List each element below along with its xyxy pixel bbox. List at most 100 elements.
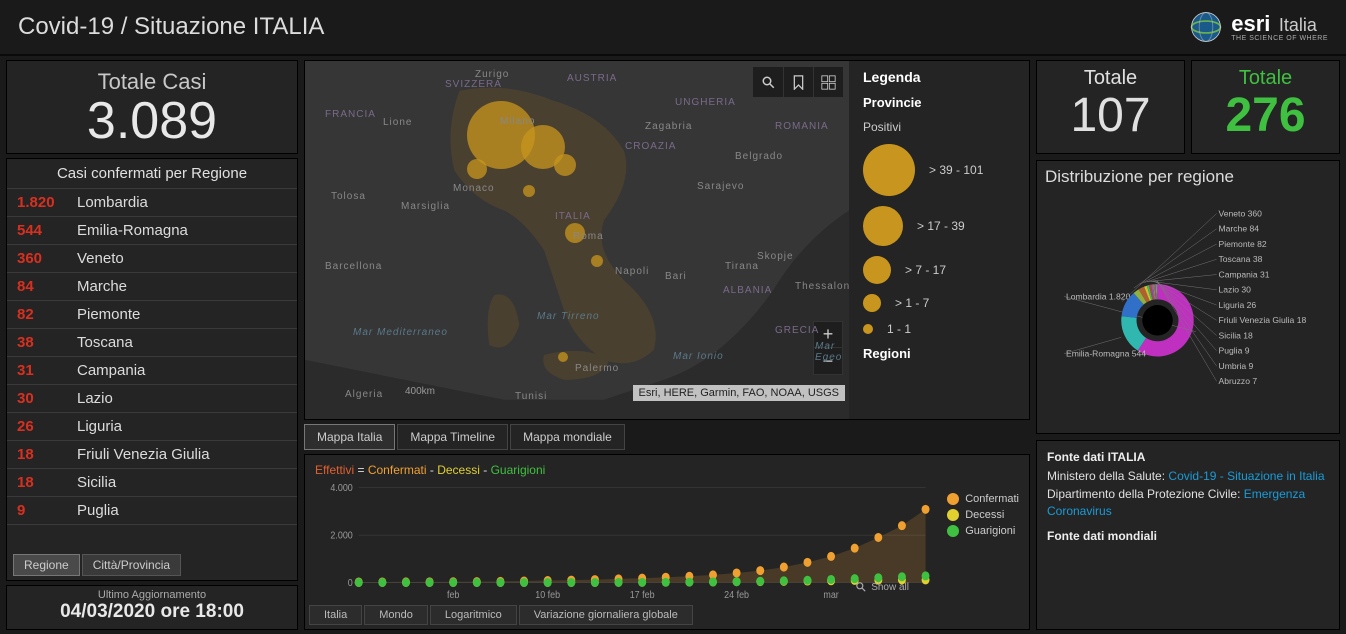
search-icon[interactable]	[753, 67, 783, 97]
map-label: Skopje	[757, 251, 794, 262]
region-name: Emilia-Romagna	[77, 222, 188, 239]
stat-a-panel: Totale 107	[1036, 60, 1185, 154]
map-bubble[interactable]	[554, 154, 576, 176]
region-row[interactable]: 18Friuli Venezia Giulia	[7, 441, 297, 469]
regions-title: Casi confermati per Regione	[7, 159, 297, 189]
map-label: Sarajevo	[697, 181, 744, 192]
region-row[interactable]: 82Piemonte	[7, 301, 297, 329]
legend-category: Positivi	[863, 120, 1015, 134]
region-row[interactable]: 26Liguria	[7, 413, 297, 441]
region-row[interactable]: 1.820Lombardia	[7, 189, 297, 217]
pie-title: Distribuzione per regione	[1045, 167, 1331, 187]
regions-list[interactable]: 1.820Lombardia544Emilia-Romagna360Veneto…	[7, 189, 297, 580]
map-label: ALBANIA	[723, 285, 772, 296]
map-label: Bari	[665, 271, 687, 282]
tab-citta[interactable]: Città/Provincia	[82, 554, 181, 576]
map-label: Mar Ionio	[673, 351, 724, 362]
map-label: Belgrado	[735, 151, 783, 162]
map-label: Mar Tirreno	[537, 311, 600, 322]
legend-panel: Legenda Provincie Positivi > 39 - 101> 1…	[849, 61, 1029, 419]
map-label: Tirana	[725, 261, 759, 272]
svg-text:Liguria 26: Liguria 26	[1219, 300, 1257, 310]
map-label: Lione	[383, 117, 412, 128]
show-all-button[interactable]: Show all	[855, 581, 909, 593]
update-label: Ultimo Aggiornamento	[7, 589, 297, 601]
legend-bin: 1 - 1	[863, 322, 1015, 336]
map-label: Mar Mediterraneo	[353, 327, 448, 338]
region-row[interactable]: 38Toscana	[7, 329, 297, 357]
total-value: 3.089	[7, 95, 297, 147]
chart-tab-var[interactable]: Variazione giornaliera globale	[519, 605, 693, 625]
svg-text:Sicilia 18: Sicilia 18	[1219, 330, 1254, 340]
region-count: 82	[17, 306, 77, 323]
legend-bin: > 1 - 7	[863, 294, 1015, 312]
map-label: Napoli	[615, 266, 649, 277]
region-row[interactable]: 30Lazio	[7, 385, 297, 413]
legend-decessi: Decessi	[965, 509, 1004, 521]
map-label: GRECIA	[775, 325, 819, 336]
map-bubble[interactable]	[523, 185, 535, 197]
chart-panel: Effettivi = Confermati - Decessi - Guari…	[304, 454, 1030, 630]
map-bubble[interactable]	[591, 255, 603, 267]
map-label: Mar Egeo	[815, 341, 849, 363]
svg-text:10 feb: 10 feb	[535, 590, 560, 602]
region-row[interactable]: 18Sicilia	[7, 469, 297, 497]
map-panel: + − 400km Esri, HERE, Garmin, FAO, NOAA,…	[304, 60, 1030, 420]
map-label: Thessaloniki	[795, 281, 849, 292]
region-row[interactable]: 9Puglia	[7, 497, 297, 525]
map-label: FRANCIA	[325, 109, 376, 120]
chart-tab-log[interactable]: Logaritmico	[430, 605, 517, 625]
region-count: 544	[17, 222, 77, 239]
region-name: Liguria	[77, 418, 122, 435]
map-tab-italia[interactable]: Mappa Italia	[304, 424, 395, 450]
chart-tabs: Italia Mondo Logaritmico Variazione gior…	[309, 605, 1025, 625]
map-canvas[interactable]: + − 400km Esri, HERE, Garmin, FAO, NOAA,…	[305, 61, 849, 419]
chart-legend: Confermati Decessi Guarigioni	[947, 493, 1019, 541]
map-label: Palermo	[575, 363, 619, 374]
svg-text:Umbria 9: Umbria 9	[1219, 361, 1254, 371]
tab-regione[interactable]: Regione	[13, 554, 80, 576]
region-name: Puglia	[77, 502, 119, 519]
brand-tagline: THE SCIENCE OF WHERE	[1231, 35, 1328, 42]
link-ministero[interactable]: Covid-19 - Situazione in Italia	[1168, 469, 1324, 483]
map-label: ITALIA	[555, 211, 591, 222]
timeseries-chart[interactable]: 4.0002.0000feb10 feb17 feb24 febmar	[309, 481, 1025, 605]
map-label: Barcellona	[325, 261, 382, 272]
region-row[interactable]: 544Emilia-Romagna	[7, 217, 297, 245]
bookmark-icon[interactable]	[783, 67, 813, 97]
region-count: 38	[17, 334, 77, 351]
region-count: 9	[17, 502, 77, 519]
page-title: Covid-19 / Situazione ITALIA	[18, 13, 324, 41]
pie-chart[interactable]: Lombardia 1.820Emilia-Romagna 544Veneto …	[1045, 191, 1331, 421]
stat-b-value: 276	[1192, 90, 1339, 143]
map-tab-timeline[interactable]: Mappa Timeline	[397, 424, 508, 450]
map-bubble[interactable]	[467, 159, 487, 179]
map-tab-mondiale[interactable]: Mappa mondiale	[510, 424, 625, 450]
region-row[interactable]: 360Veneto	[7, 245, 297, 273]
basemap-icon[interactable]	[813, 67, 843, 97]
map-label: Zagabria	[645, 121, 692, 132]
chart-tab-italia[interactable]: Italia	[309, 605, 362, 625]
region-row[interactable]: 84Marche	[7, 273, 297, 301]
update-panel: Ultimo Aggiornamento 04/03/2020 ore 18:0…	[6, 585, 298, 630]
svg-text:feb: feb	[447, 590, 459, 602]
chart-tab-mondo[interactable]: Mondo	[364, 605, 428, 625]
brand-suffix: Italia	[1279, 15, 1317, 35]
stat-a-label: Totale	[1037, 67, 1184, 90]
svg-text:4.000: 4.000	[330, 483, 352, 495]
esri-logo-icon	[1189, 10, 1223, 44]
map-bubble[interactable]	[558, 352, 568, 362]
svg-text:2.000: 2.000	[330, 530, 352, 542]
legend-guarigioni: Guarigioni	[965, 525, 1015, 537]
region-name: Campania	[77, 362, 145, 379]
region-count: 84	[17, 278, 77, 295]
map-label: ROMANIA	[775, 121, 829, 132]
map-label: Marsiglia	[401, 201, 450, 212]
map-label: AUSTRIA	[567, 73, 617, 84]
stat-b-panel: Totale 276	[1191, 60, 1340, 154]
region-row[interactable]: 31Campania	[7, 357, 297, 385]
region-name: Toscana	[77, 334, 133, 351]
region-name: Marche	[77, 278, 127, 295]
region-count: 18	[17, 474, 77, 491]
legend-bin: > 39 - 101	[863, 144, 1015, 196]
